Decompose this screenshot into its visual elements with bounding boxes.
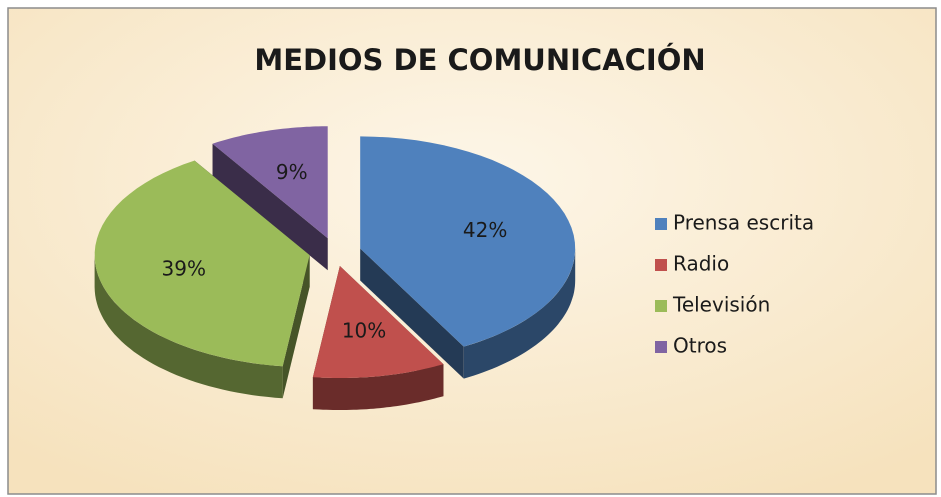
slice <box>212 126 328 239</box>
slice-side <box>282 255 310 399</box>
slice <box>94 160 310 367</box>
chart-title: MEDIOS DE COMUNICACIÓN <box>254 43 705 77</box>
legend-label: Radio <box>673 252 729 276</box>
legend-label: Televisión <box>672 293 770 317</box>
pie: 42% 10% 39% 9% <box>94 126 576 410</box>
data-label: 42% <box>463 218 507 242</box>
legend: Prensa escrita Radio Televisión Otros <box>655 211 814 358</box>
legend-swatch <box>655 341 667 353</box>
slice-side <box>360 248 464 379</box>
slice <box>312 266 444 378</box>
legend-swatch <box>655 218 667 230</box>
slice-wall <box>463 248 576 379</box>
legend-swatch <box>655 259 667 271</box>
slice-wall <box>312 364 444 410</box>
legend-label: Prensa escrita <box>673 211 814 235</box>
slice <box>360 136 576 347</box>
slice-side <box>212 143 328 271</box>
legend-swatch <box>655 300 667 312</box>
data-label: 39% <box>162 256 206 280</box>
data-label: 10% <box>342 319 386 343</box>
legend-label: Otros <box>673 334 727 358</box>
slice-wall <box>94 255 283 399</box>
data-label: 9% <box>276 160 308 184</box>
